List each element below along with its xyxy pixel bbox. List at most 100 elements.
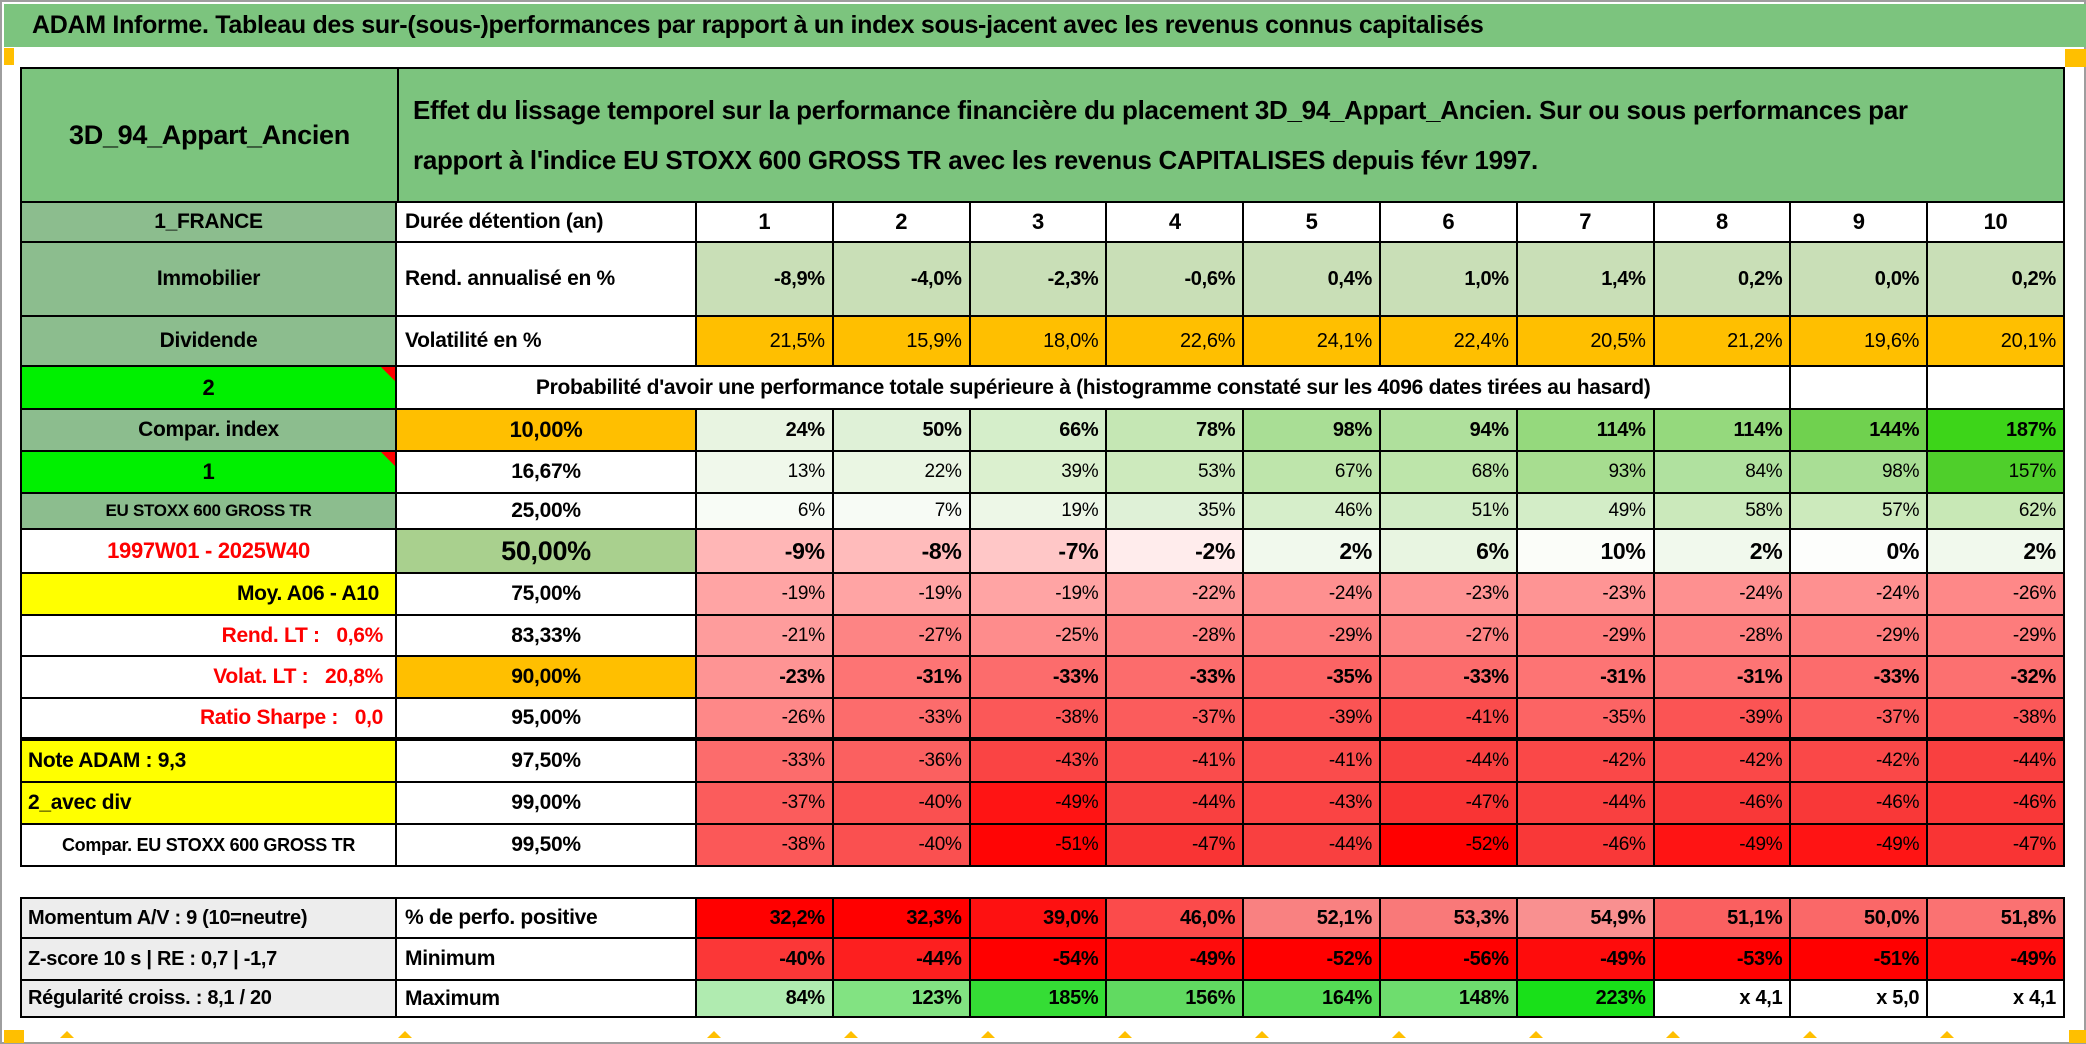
cell-p995-8[interactable]: -49% [1654, 825, 1792, 867]
cell-p95-1[interactable]: -26% [697, 699, 834, 741]
cell-p50-10[interactable]: 2% [1928, 530, 2065, 574]
cell-p995-9[interactable]: -49% [1791, 825, 1929, 867]
cell-p975-10[interactable]: -44% [1928, 741, 2065, 783]
cell-p16-3[interactable]: 39% [970, 452, 1108, 494]
cell-min-1[interactable]: -40% [697, 939, 834, 981]
cell-p995-1[interactable]: -38% [697, 825, 834, 867]
cell-p975-3[interactable]: -43% [970, 741, 1108, 783]
cell-p75-7[interactable]: -23% [1517, 574, 1655, 616]
cell-p975-2[interactable]: -36% [833, 741, 971, 783]
cell-p99-6[interactable]: -47% [1380, 783, 1518, 825]
row-mid-p995[interactable]: 99,50% [397, 825, 697, 867]
cell-p25-3[interactable]: 19% [970, 494, 1108, 530]
cell-duration-1[interactable]: 1 [697, 203, 834, 243]
cell-p10-7[interactable]: 114% [1517, 410, 1655, 452]
cell-p75-2[interactable]: -19% [833, 574, 971, 616]
row-mid-min[interactable]: Minimum [397, 939, 697, 981]
cell-p99-7[interactable]: -44% [1517, 783, 1655, 825]
probability-merged-cell[interactable]: Probabilité d'avoir une performance tota… [397, 367, 1792, 410]
cell-p10-8[interactable]: 114% [1654, 410, 1792, 452]
cell-p90-6[interactable]: -33% [1380, 657, 1518, 699]
cell-min-10[interactable]: -49% [1928, 939, 2065, 981]
cell-perfpos-4[interactable]: 46,0% [1107, 897, 1245, 939]
row-label-p10[interactable]: Compar. index [20, 410, 397, 452]
cell-p10-2[interactable]: 50% [833, 410, 971, 452]
cell-duration-4[interactable]: 4 [1107, 203, 1245, 243]
cell-max-1[interactable]: 84% [697, 981, 834, 1018]
cell-p50-3[interactable]: -7% [970, 530, 1108, 574]
cell-p10-3[interactable]: 66% [970, 410, 1108, 452]
cell-rend-7[interactable]: 1,4% [1517, 243, 1655, 317]
cell-p83-8[interactable]: -28% [1654, 616, 1792, 657]
cell-p75-10[interactable]: -26% [1928, 574, 2065, 616]
cell-p25-4[interactable]: 35% [1107, 494, 1245, 530]
cell-p99-10[interactable]: -46% [1928, 783, 2065, 825]
cell-p90-8[interactable]: -31% [1654, 657, 1792, 699]
cell-p75-6[interactable]: -23% [1380, 574, 1518, 616]
cell-max-2[interactable]: 123% [833, 981, 971, 1018]
cell-p50-1[interactable]: -9% [697, 530, 834, 574]
cell-min-8[interactable]: -53% [1654, 939, 1792, 981]
row-label-p25[interactable]: EU STOXX 600 GROSS TR [20, 494, 397, 530]
cell-p90-4[interactable]: -33% [1107, 657, 1245, 699]
cell-volat-9[interactable]: 19,6% [1791, 317, 1929, 367]
cell-p25-8[interactable]: 58% [1654, 494, 1792, 530]
row-mid-max[interactable]: Maximum [397, 981, 697, 1018]
cell-p25-5[interactable]: 46% [1244, 494, 1381, 530]
cell-duration-8[interactable]: 8 [1654, 203, 1792, 243]
cell-p975-8[interactable]: -42% [1654, 741, 1792, 783]
cell-p50-9[interactable]: 0% [1791, 530, 1929, 574]
cell-perfpos-2[interactable]: 32,3% [833, 897, 971, 939]
cell-p90-1[interactable]: -23% [697, 657, 834, 699]
cell-p50-2[interactable]: -8% [833, 530, 971, 574]
cell-duration-10[interactable]: 10 [1928, 203, 2065, 243]
cell-p99-8[interactable]: -46% [1654, 783, 1792, 825]
cell-p90-5[interactable]: -35% [1244, 657, 1381, 699]
cell-volat-7[interactable]: 20,5% [1517, 317, 1655, 367]
cell-rend-6[interactable]: 1,0% [1380, 243, 1518, 317]
row-label-p99[interactable]: 2_avec div [20, 783, 397, 825]
cell-perfpos-9[interactable]: 50,0% [1791, 897, 1929, 939]
row-mid-volat[interactable]: Volatilité en % [397, 317, 697, 367]
row-mid-p75[interactable]: 75,00% [397, 574, 697, 616]
cell-p975-9[interactable]: -42% [1791, 741, 1929, 783]
cell-p16-10[interactable]: 157% [1928, 452, 2065, 494]
cell-p90-3[interactable]: -33% [970, 657, 1108, 699]
cell-min-2[interactable]: -44% [833, 939, 971, 981]
cell-p25-6[interactable]: 51% [1380, 494, 1518, 530]
cell-p16-6[interactable]: 68% [1380, 452, 1518, 494]
cell-p16-5[interactable]: 67% [1244, 452, 1381, 494]
cell-p25-7[interactable]: 49% [1517, 494, 1655, 530]
cell-p95-10[interactable]: -38% [1928, 699, 2065, 741]
cell-p75-8[interactable]: -24% [1654, 574, 1792, 616]
cell-perfpos-6[interactable]: 53,3% [1380, 897, 1518, 939]
description-cell[interactable]: Effet du lissage temporel sur la perform… [399, 69, 2063, 201]
cell-p10-10[interactable]: 187% [1928, 410, 2065, 452]
cell-probability-tail-9[interactable] [1791, 367, 1929, 410]
cell-rend-8[interactable]: 0,2% [1654, 243, 1792, 317]
cell-min-3[interactable]: -54% [970, 939, 1108, 981]
cell-rend-3[interactable]: -2,3% [970, 243, 1108, 317]
cell-p75-5[interactable]: -24% [1244, 574, 1381, 616]
row-mid-p83[interactable]: 83,33% [397, 616, 697, 657]
cell-max-8[interactable]: x 4,1 [1654, 981, 1792, 1018]
cell-p83-6[interactable]: -27% [1380, 616, 1518, 657]
cell-duration-2[interactable]: 2 [833, 203, 971, 243]
cell-min-5[interactable]: -52% [1244, 939, 1381, 981]
cell-p95-7[interactable]: -35% [1517, 699, 1655, 741]
cell-p975-1[interactable]: -33% [697, 741, 834, 783]
row-label-duration[interactable]: 1_FRANCE [20, 203, 397, 243]
cell-p95-4[interactable]: -37% [1107, 699, 1245, 741]
cell-p16-1[interactable]: 13% [697, 452, 834, 494]
row-label-p90[interactable]: Volat. LT : 20,8% [20, 657, 397, 699]
row-label-rend[interactable]: Immobilier [20, 243, 397, 317]
cell-p83-2[interactable]: -27% [833, 616, 971, 657]
cell-perfpos-3[interactable]: 39,0% [970, 897, 1108, 939]
row-label-p95[interactable]: Ratio Sharpe : 0,0 [20, 699, 397, 741]
cell-max-10[interactable]: x 4,1 [1928, 981, 2065, 1018]
cell-p95-3[interactable]: -38% [970, 699, 1108, 741]
row-label-p75[interactable]: Moy. A06 - A10 [20, 574, 397, 616]
cell-p16-7[interactable]: 93% [1517, 452, 1655, 494]
cell-volat-6[interactable]: 22,4% [1380, 317, 1518, 367]
cell-p83-4[interactable]: -28% [1107, 616, 1245, 657]
